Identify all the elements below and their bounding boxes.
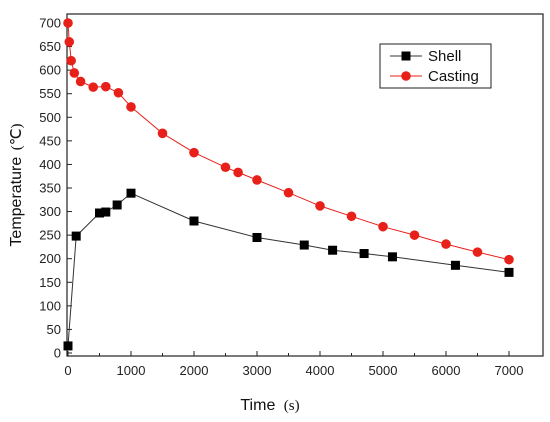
data-point-casting [233, 167, 243, 178]
data-point-shell [387, 252, 397, 262]
plot-frame [66, 13, 544, 357]
y-tick-label: 150 [39, 275, 61, 290]
data-point-casting [126, 102, 136, 112]
x-tick-label: 5000 [369, 363, 398, 378]
x-tick-label: 7000 [495, 363, 524, 378]
y-tick-label: 650 [39, 39, 61, 54]
data-point-shell [189, 216, 199, 226]
x-axis-title: Time (s) [240, 397, 299, 414]
data-point-casting [441, 239, 451, 249]
y-axis-title: Temperature (℃) [8, 123, 25, 246]
y-tick-label: 200 [39, 251, 61, 266]
data-point-casting [504, 254, 514, 265]
y-tick-label: 250 [39, 228, 61, 243]
x-tick-label: 0 [64, 363, 71, 378]
data-point-shell [359, 249, 369, 259]
legend: Shell Casting [379, 43, 492, 89]
data-point-casting [409, 230, 420, 240]
x-tick-label: 3000 [243, 363, 272, 378]
data-point-casting [64, 37, 75, 47]
data-point-casting [315, 201, 325, 211]
series-line-shell [67, 192, 510, 346]
legend-label-casting: Casting [428, 68, 479, 85]
data-point-casting [378, 221, 388, 232]
y-tick-label: 450 [39, 133, 61, 148]
data-point-casting [283, 187, 294, 198]
data-point-casting [69, 68, 80, 78]
x-tick-label: 1000 [117, 363, 146, 378]
y-tick-label: 500 [39, 110, 61, 125]
data-point-shell [101, 207, 111, 217]
y-tick-label: 700 [39, 16, 61, 31]
y-tick-label: 300 [39, 204, 61, 219]
y-tick-label: 400 [39, 157, 61, 172]
data-point-casting [63, 18, 73, 28]
y-tick-label: 550 [39, 86, 61, 101]
x-tick-label: 2000 [180, 363, 209, 378]
legend-label-shell: Shell [428, 48, 461, 65]
data-point-shell [450, 260, 460, 270]
y-tick-label: 350 [39, 181, 61, 196]
data-point-shell [71, 231, 81, 241]
data-point-shell [252, 233, 262, 242]
legend-marker-casting [401, 71, 411, 81]
data-point-casting [113, 87, 124, 98]
data-point-casting [66, 55, 76, 66]
data-point-casting [252, 175, 262, 185]
series-line-casting [67, 22, 510, 261]
data-point-casting [220, 162, 231, 173]
x-tick-label: 6000 [432, 363, 461, 378]
x-tick-label: 4000 [306, 363, 335, 378]
data-point-shell [504, 267, 514, 277]
y-tick-label: 50 [47, 322, 61, 337]
data-point-shell [328, 245, 338, 255]
data-point-casting [189, 147, 199, 158]
data-point-casting [157, 128, 168, 139]
data-point-casting [346, 211, 357, 222]
data-point-shell [112, 200, 122, 210]
legend-marker-shell [401, 51, 411, 61]
data-point-casting [101, 81, 111, 92]
y-tick-label: 0 [54, 346, 61, 361]
data-point-shell [63, 341, 73, 351]
data-point-casting [88, 82, 98, 92]
data-point-casting [75, 76, 86, 87]
data-point-casting [472, 247, 483, 257]
y-tick-label: 600 [39, 63, 61, 78]
legend-box [379, 43, 492, 89]
y-tick-label: 100 [39, 298, 61, 313]
data-point-shell [126, 188, 136, 198]
data-point-shell [299, 240, 309, 250]
data-point-shell [95, 208, 104, 218]
